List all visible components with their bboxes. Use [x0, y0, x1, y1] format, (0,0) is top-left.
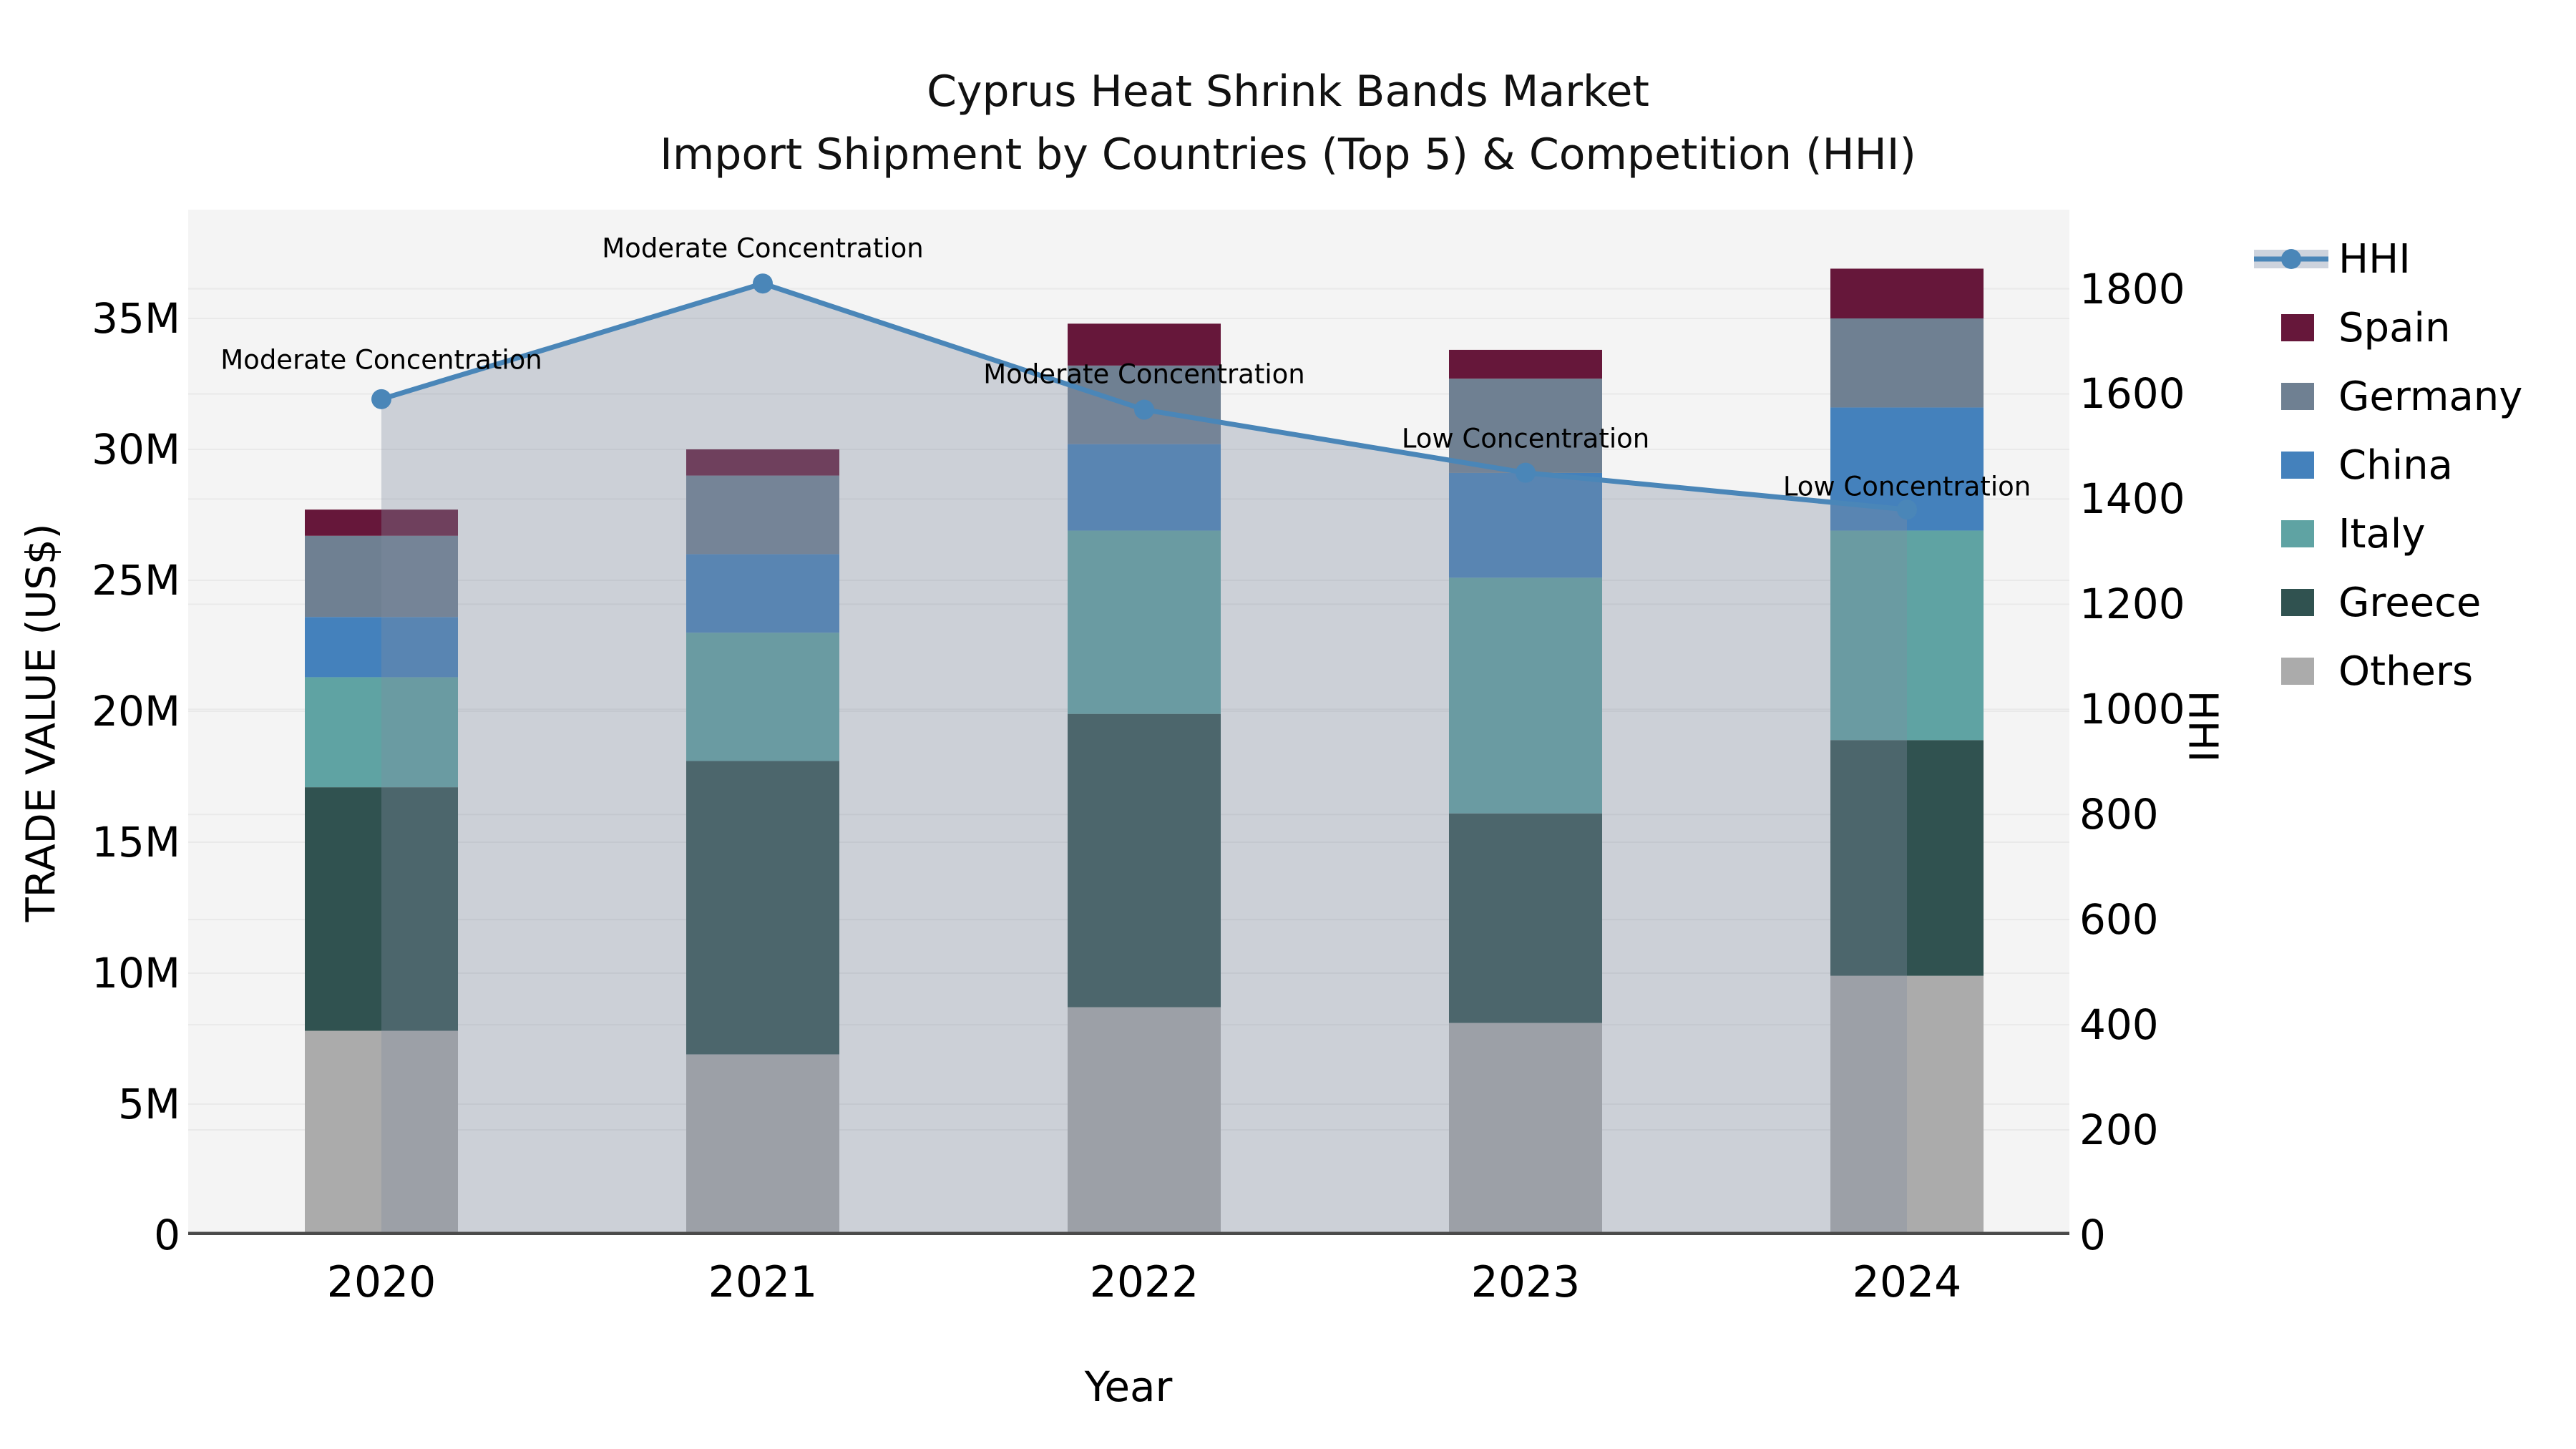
- y-axis-tick-left-30M: 30M: [92, 425, 180, 474]
- y-axis-tick-left-0: 0: [154, 1211, 180, 1259]
- y-axis-tick-right-600: 600: [2079, 895, 2159, 945]
- bar-segment-spain-2021: [686, 449, 839, 476]
- bar-segment-others-2023: [1449, 1023, 1602, 1235]
- legend-item-hhi: HHI: [2254, 225, 2522, 293]
- legend-label-china: China: [2338, 441, 2453, 489]
- annotation-2023: Low Concentration: [1401, 423, 1650, 454]
- legend-label-greece: Greece: [2338, 579, 2482, 626]
- bar-segment-germany-2024: [1830, 318, 1984, 408]
- legend-swatch-italy: [2281, 520, 2314, 547]
- x-axis-tick-2020: 2020: [326, 1257, 436, 1307]
- hhi-legend-glyph: [2254, 249, 2328, 269]
- hhi-marker-2023: [1516, 462, 1536, 483]
- hhi-area-fill: [381, 283, 1907, 1235]
- bar-segment-italy-2020: [305, 677, 458, 788]
- hhi-marker-2021: [753, 273, 773, 294]
- bar-segment-others-2020: [305, 1030, 458, 1235]
- bar-segment-greece-2022: [1068, 713, 1221, 1008]
- y-axis-tick-right-400: 400: [2079, 1000, 2159, 1050]
- y-axis-tick-right-800: 800: [2079, 790, 2159, 839]
- x-axis-label: Year: [1084, 1362, 1173, 1411]
- bar-segment-italy-2023: [1449, 577, 1602, 814]
- y-axis-tick-left-10M: 10M: [92, 949, 180, 997]
- bar-segment-spain-2020: [305, 509, 458, 536]
- legend-swatch-china: [2281, 452, 2314, 479]
- x-axis-tick-2024: 2024: [1852, 1257, 1962, 1307]
- legend-item-greece: Greece: [2254, 568, 2522, 637]
- bar-segment-germany-2021: [686, 475, 839, 555]
- bar-segment-italy-2022: [1068, 530, 1221, 714]
- y-axis-tick-left-35M: 35M: [92, 294, 180, 343]
- bar-segment-italy-2024: [1830, 530, 1984, 741]
- legend-item-italy: Italy: [2254, 499, 2522, 568]
- y-axis-tick-right-200: 200: [2079, 1106, 2159, 1155]
- y-axis-tick-left-5M: 5M: [118, 1080, 180, 1128]
- x-axis-tick-2023: 2023: [1470, 1257, 1581, 1307]
- y-axis-tick-left-25M: 25M: [92, 556, 180, 605]
- legend-swatch-germany: [2281, 383, 2314, 410]
- chart-title: Cyprus Heat Shrink Bands Market Import S…: [0, 60, 2576, 186]
- legend-label-italy: Italy: [2338, 510, 2426, 557]
- bar-segment-others-2021: [686, 1054, 839, 1235]
- annotation-2020: Moderate Concentration: [220, 344, 542, 376]
- annotation-2022: Moderate Concentration: [983, 358, 1305, 390]
- bar-segment-china-2020: [305, 617, 458, 678]
- bar-segment-china-2022: [1068, 444, 1221, 531]
- bar-segment-others-2022: [1068, 1007, 1221, 1235]
- hhi-marker-2022: [1134, 399, 1154, 420]
- y-axis-label-right: HHI: [2179, 690, 2226, 763]
- y-axis-tick-right-0: 0: [2079, 1211, 2106, 1259]
- legend-item-others: Others: [2254, 637, 2522, 706]
- y-axis-tick-left-20M: 20M: [92, 687, 180, 736]
- legend-swatch-spain: [2281, 314, 2314, 341]
- legend-swatch-others: [2281, 658, 2314, 685]
- legend-item-spain: Spain: [2254, 293, 2522, 362]
- annotation-2021: Moderate Concentration: [602, 233, 924, 264]
- bar-segment-spain-2023: [1449, 349, 1602, 379]
- legend-label-others: Others: [2338, 648, 2474, 695]
- hhi-marker-2020: [371, 389, 391, 409]
- hhi-marker-2024: [1897, 499, 1917, 520]
- y-axis-tick-left-15M: 15M: [92, 818, 180, 867]
- x-axis-tick-2022: 2022: [1089, 1257, 1199, 1307]
- legend-label-spain: Spain: [2338, 304, 2451, 351]
- bar-segment-greece-2021: [686, 761, 839, 1055]
- bar-segment-spain-2022: [1068, 323, 1221, 366]
- bar-segment-spain-2024: [1830, 268, 1984, 318]
- legend-label-hhi: HHI: [2338, 235, 2411, 283]
- bar-segment-others-2024: [1830, 975, 1984, 1235]
- y-axis-tick-right-1200: 1200: [2079, 580, 2185, 629]
- bar-segment-italy-2021: [686, 633, 839, 761]
- y-axis-tick-right-1800: 1800: [2079, 264, 2185, 313]
- annotation-2024: Low Concentration: [1782, 471, 2031, 502]
- legend-item-germany: Germany: [2254, 362, 2522, 431]
- chart-title-line1: Cyprus Heat Shrink Bands Market: [927, 67, 1649, 117]
- y-axis-tick-right-1400: 1400: [2079, 474, 2185, 524]
- bar-segment-greece-2023: [1449, 813, 1602, 1023]
- legend: HHI Spain Germany China Italy Greece Others: [2254, 225, 2522, 706]
- legend-label-germany: Germany: [2338, 373, 2523, 420]
- bar-segment-china-2023: [1449, 472, 1602, 578]
- y-axis-label-left: TRADE VALUE (US$): [18, 523, 65, 922]
- bar-segment-germany-2023: [1449, 379, 1602, 473]
- y-axis-tick-right-1000: 1000: [2079, 685, 2185, 734]
- chart-title-line2: Import Shipment by Countries (Top 5) & C…: [660, 130, 1916, 180]
- bar-segment-germany-2020: [305, 535, 458, 618]
- legend-swatch-greece: [2281, 589, 2314, 616]
- bar-segment-china-2021: [686, 554, 839, 633]
- bar-segment-greece-2020: [305, 787, 458, 1031]
- chart-canvas: [188, 268, 2069, 1235]
- y-axis-tick-right-1600: 1600: [2079, 369, 2185, 419]
- legend-item-china: China: [2254, 431, 2522, 499]
- x-axis-tick-2021: 2021: [708, 1257, 818, 1307]
- bar-segment-greece-2024: [1830, 740, 1984, 976]
